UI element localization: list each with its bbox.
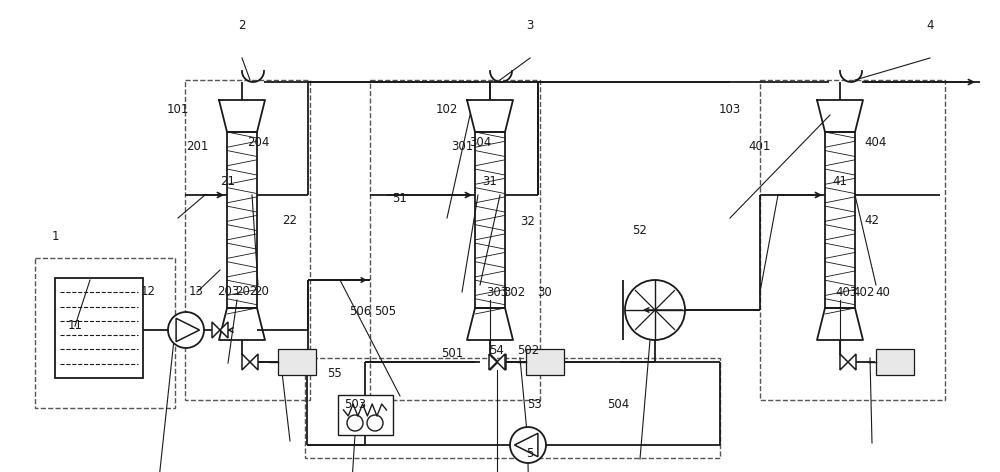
Text: 203: 203 (217, 285, 239, 298)
Polygon shape (242, 354, 258, 370)
Text: 202: 202 (235, 285, 257, 298)
Text: 21: 21 (220, 175, 236, 188)
Circle shape (625, 280, 685, 340)
Bar (278, 349, 316, 375)
Polygon shape (825, 132, 855, 308)
Text: 502: 502 (517, 344, 539, 357)
Text: 304: 304 (469, 136, 491, 149)
Text: 32: 32 (521, 215, 535, 228)
Bar (338, 395, 392, 435)
Bar (35, 258, 175, 408)
Text: 20: 20 (255, 285, 269, 298)
Text: 501: 501 (441, 346, 463, 360)
Polygon shape (212, 322, 228, 338)
Text: 5: 5 (526, 447, 534, 460)
Polygon shape (489, 354, 505, 370)
Text: 103: 103 (719, 103, 741, 116)
Text: 3: 3 (526, 19, 534, 33)
Text: 204: 204 (247, 136, 269, 149)
Bar (55, 278, 143, 378)
Text: 505: 505 (374, 305, 396, 318)
Text: 402: 402 (853, 286, 875, 299)
Text: 42: 42 (864, 214, 880, 228)
Polygon shape (490, 354, 506, 370)
Text: 51: 51 (393, 192, 407, 205)
Bar (760, 80, 945, 400)
Text: 1: 1 (51, 229, 59, 243)
Bar (305, 358, 720, 458)
Polygon shape (219, 308, 265, 340)
Bar (185, 80, 310, 400)
Text: 403: 403 (835, 286, 857, 299)
Polygon shape (467, 100, 513, 132)
Polygon shape (475, 132, 505, 308)
Text: 53: 53 (528, 398, 542, 412)
Text: 52: 52 (633, 224, 647, 237)
Circle shape (510, 427, 546, 463)
Polygon shape (467, 308, 513, 340)
Text: 201: 201 (186, 140, 208, 153)
Text: 31: 31 (483, 175, 497, 188)
Text: 13: 13 (189, 285, 203, 298)
Polygon shape (817, 308, 863, 340)
Text: 54: 54 (490, 344, 504, 357)
Text: 302: 302 (503, 286, 525, 299)
Text: 506: 506 (349, 305, 371, 318)
Text: 41: 41 (832, 175, 848, 188)
Polygon shape (227, 132, 257, 308)
Polygon shape (219, 100, 265, 132)
Circle shape (168, 312, 204, 348)
Text: 12: 12 (140, 285, 156, 298)
Bar (876, 349, 914, 375)
Polygon shape (817, 100, 863, 132)
Text: 11: 11 (68, 319, 82, 332)
Text: 101: 101 (167, 103, 189, 116)
Text: 102: 102 (436, 103, 458, 116)
Text: 40: 40 (876, 286, 890, 299)
Bar (370, 80, 540, 400)
Text: 22: 22 (283, 214, 298, 228)
Polygon shape (840, 354, 856, 370)
Text: 4: 4 (926, 19, 934, 33)
Text: 55: 55 (328, 367, 342, 380)
Text: 404: 404 (865, 136, 887, 149)
Text: 504: 504 (607, 398, 629, 412)
Text: 301: 301 (451, 140, 473, 153)
Text: 2: 2 (238, 19, 246, 33)
Bar (526, 349, 564, 375)
Text: 303: 303 (486, 286, 508, 299)
Text: 503: 503 (344, 398, 366, 412)
Text: 401: 401 (749, 140, 771, 153)
Text: 30: 30 (538, 286, 552, 299)
